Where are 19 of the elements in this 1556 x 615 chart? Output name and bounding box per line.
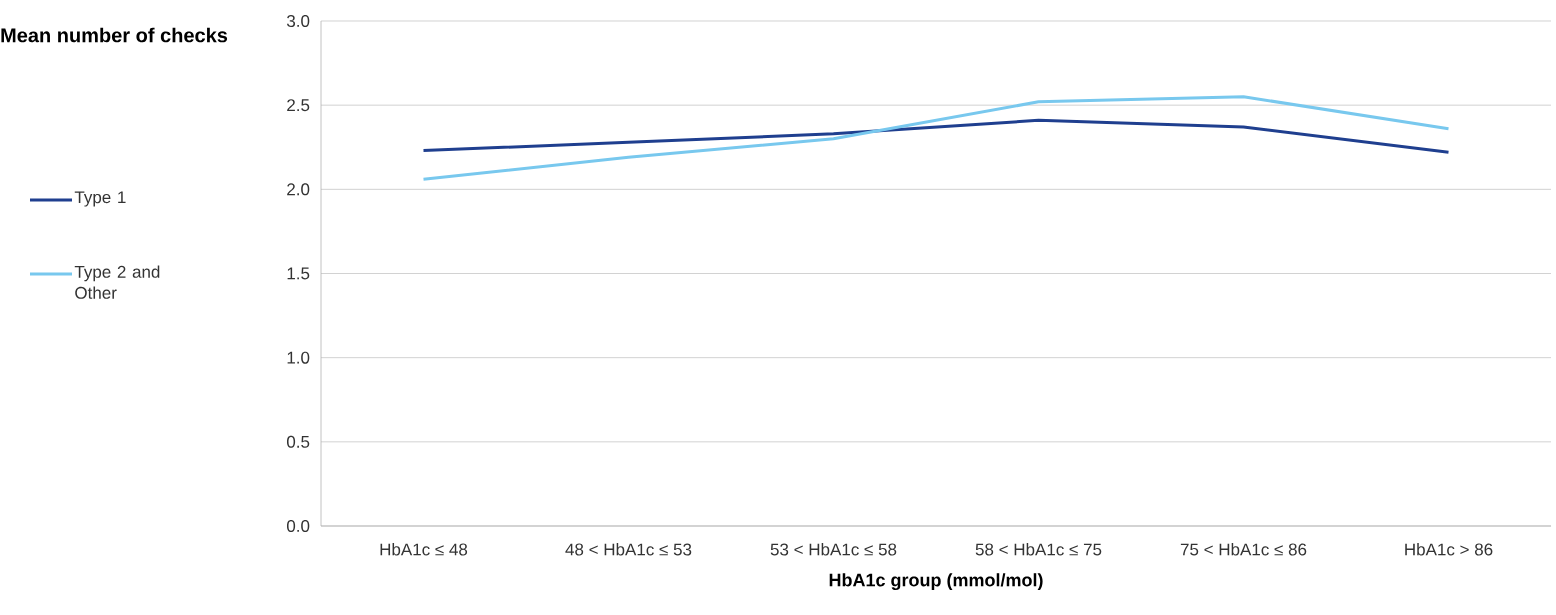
x-tick-label: 48 < HbA1c ≤ 53: [565, 543, 692, 556]
y-tick-label: 1.5: [287, 267, 310, 280]
y-tick-label: 2.0: [287, 183, 310, 196]
x-tick-label: HbA1c > 86: [1405, 543, 1493, 556]
line-series: [422, 118, 1451, 154]
y-tick-label: 3.0: [286, 14, 310, 27]
x-tick-label: 53 < HbA1c ≤ 58: [770, 543, 897, 556]
x-tick-label: 75 < HbA1c ≤ 86: [1180, 543, 1307, 556]
legend-label: Type 1: [74, 191, 126, 207]
legend-label: Type 2 and Other: [74, 265, 160, 299]
y-axis-title: Mean number of checks: [1, 27, 228, 43]
y-tick-label: 0.0: [286, 519, 310, 533]
line-series: [422, 95, 1451, 181]
x-tick-label: HbA1c ≤ 48: [380, 543, 468, 556]
y-tick-label: 1.0: [287, 351, 310, 364]
y-tick-label: 0.5: [286, 435, 310, 448]
y-tick-label: 2.5: [287, 99, 310, 112]
x-axis-title: HbA1c group (mmol/mol): [829, 573, 1043, 591]
x-tick-label: 58 < HbA1c ≤ 75: [975, 543, 1102, 556]
